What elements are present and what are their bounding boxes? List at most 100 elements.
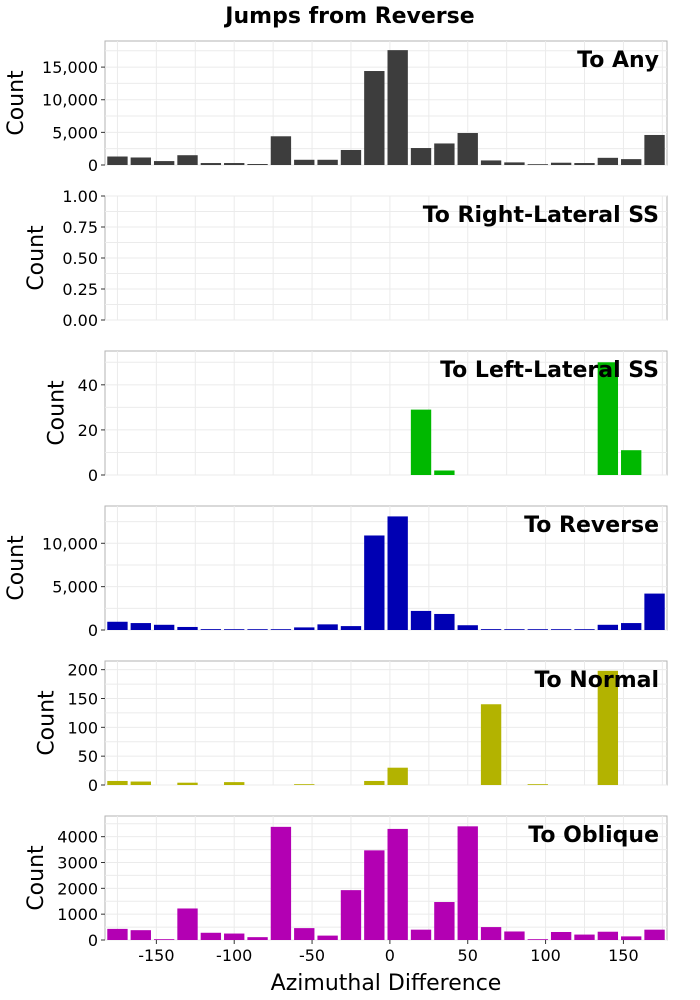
panel-5: 0 1000 2000 3000 4000 Count To Oblique — [24, 815, 668, 950]
bar — [340, 626, 362, 630]
panel-label: To Left-Lateral SS — [440, 358, 659, 383]
bar — [527, 629, 548, 630]
x-tick-label: -100 — [216, 946, 252, 965]
chart-title: Jumps from Reverse — [223, 4, 474, 29]
bar — [410, 148, 432, 165]
x-tick-label: 50 — [458, 946, 478, 965]
bar — [177, 908, 198, 940]
y-axis-label: Count — [24, 225, 49, 291]
bar — [270, 136, 292, 165]
bar — [224, 629, 245, 630]
x-tick-label: 150 — [608, 946, 639, 965]
bar — [387, 828, 408, 940]
bar — [480, 927, 502, 940]
bar — [340, 149, 362, 165]
bar — [130, 157, 151, 165]
x-axis: -150 -100 -50 0 50 100 150 — [138, 940, 639, 965]
y-tick-label: 0 — [88, 621, 98, 640]
bar — [504, 629, 525, 630]
panel-label: To Oblique — [528, 823, 659, 848]
bar — [317, 624, 338, 630]
bar — [200, 932, 222, 940]
y-tick-label: 0 — [88, 156, 98, 175]
panel-background — [104, 505, 668, 631]
panel-0: 0 5,000 10,000 15,000 Count To Any — [4, 40, 668, 175]
bar — [270, 826, 292, 940]
bar — [597, 670, 619, 785]
bar — [107, 780, 128, 785]
panel-background — [104, 660, 668, 786]
bar — [480, 160, 502, 165]
y-tick-label: 2000 — [57, 879, 98, 898]
bar — [574, 629, 595, 630]
y-tick-label: 0.00 — [62, 311, 98, 330]
y-axis-label: Count — [24, 845, 49, 911]
panel-label: To Normal — [534, 668, 659, 693]
y-axis-label: Count — [45, 380, 70, 446]
panel-label: To Right-Lateral SS — [423, 203, 659, 228]
bar — [434, 902, 455, 940]
bar — [130, 930, 151, 940]
y-tick-label: 200 — [67, 661, 98, 680]
bar — [597, 931, 619, 940]
x-axis-label: Azimuthal Difference — [271, 971, 502, 996]
bar — [364, 850, 385, 940]
bar — [224, 782, 245, 785]
bar — [364, 780, 385, 785]
panel-2: 0 20 40 Count To Left-Lateral SS — [45, 350, 668, 485]
bar — [200, 629, 222, 630]
y-tick-label: 0.50 — [62, 249, 98, 268]
bar — [621, 623, 642, 630]
y-tick-label: 50 — [78, 747, 98, 766]
bar — [527, 164, 548, 165]
bar — [597, 157, 619, 165]
panels: 0 5,000 10,000 15,000 Count To Any 0.00 0.25 0.5… — [4, 40, 668, 950]
bar — [270, 629, 292, 630]
bar — [504, 931, 525, 940]
x-tick-label: 0 — [385, 946, 395, 965]
bar — [527, 939, 548, 940]
x-tick-label: -150 — [138, 946, 174, 965]
bar — [107, 621, 128, 630]
bar — [621, 936, 642, 940]
bar — [177, 782, 198, 785]
y-tick-label: 20 — [78, 421, 98, 440]
bar — [434, 613, 455, 630]
y-tick-label: 0 — [88, 466, 98, 485]
bar — [457, 826, 478, 940]
bar — [130, 781, 151, 785]
bar — [550, 629, 572, 630]
bar — [644, 134, 665, 165]
bar — [480, 629, 502, 630]
bar — [364, 535, 385, 630]
bar — [130, 623, 151, 630]
y-tick-label: 100 — [67, 718, 98, 737]
y-axis-label: Count — [4, 535, 29, 601]
y-tick-label: 0 — [88, 776, 98, 795]
y-tick-label: 15,000 — [42, 58, 98, 77]
bar — [317, 935, 338, 940]
y-tick-label: 3000 — [57, 854, 98, 873]
bar — [317, 159, 338, 165]
bar — [621, 159, 642, 165]
y-tick-label: 10,000 — [42, 534, 98, 553]
y-tick-label: 10,000 — [42, 91, 98, 110]
bar — [597, 362, 619, 475]
bar — [153, 939, 175, 940]
bar — [153, 624, 175, 630]
bar — [410, 610, 432, 630]
panel-background — [104, 40, 668, 166]
bar — [200, 163, 222, 165]
bar — [177, 626, 198, 630]
bar — [224, 933, 245, 940]
bar — [107, 928, 128, 940]
bar — [550, 162, 572, 165]
y-tick-label: 5,000 — [52, 578, 98, 597]
bar — [294, 159, 315, 165]
bar — [410, 929, 432, 940]
bar — [364, 71, 385, 165]
y-tick-label: 5,000 — [52, 123, 98, 142]
bar — [527, 784, 548, 785]
y-tick-label: 0.75 — [62, 218, 98, 237]
bar — [247, 164, 268, 165]
